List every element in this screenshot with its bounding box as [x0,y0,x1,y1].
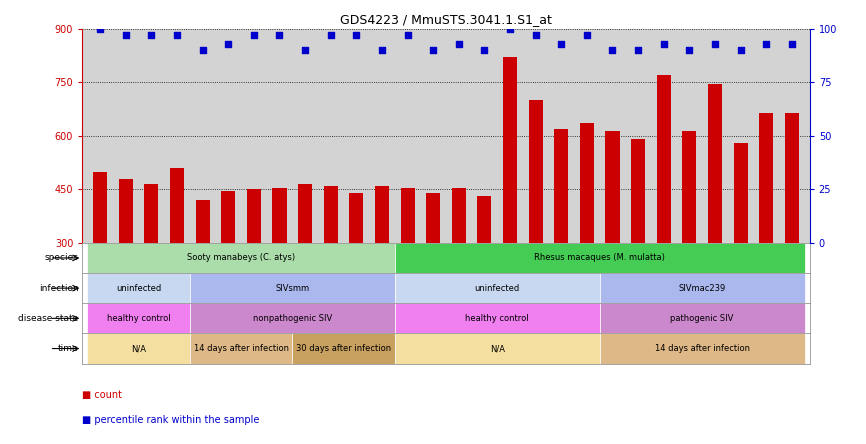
Point [785,40,798,48]
Bar [599,333,805,364]
Text: GDS4223 / MmuSTS.3041.1.S1_at: GDS4223 / MmuSTS.3041.1.S1_at [340,13,552,26]
Text: species: species [45,254,79,262]
Bar [119,178,132,243]
Bar [395,243,805,273]
Point [426,47,440,54]
Bar [170,168,184,243]
Bar [528,100,543,243]
Text: 30 days after infection: 30 days after infection [296,344,391,353]
Bar [273,187,287,243]
Text: disease state: disease state [18,314,79,323]
Text: SIVsmm: SIVsmm [275,284,309,293]
Text: ■ count: ■ count [82,390,122,400]
Bar [349,193,364,243]
Text: SIVmac239: SIVmac239 [678,284,726,293]
Bar [375,186,389,243]
Bar [395,273,599,303]
Point [170,32,184,39]
Point [682,47,696,54]
Text: Rhesus macaques (M. mulatta): Rhesus macaques (M. mulatta) [534,254,665,262]
Point [759,40,773,48]
Bar [395,303,599,333]
Bar [87,273,190,303]
Point [145,32,158,39]
Text: healthy control: healthy control [107,314,171,323]
Point [631,47,645,54]
Bar [785,113,798,243]
Bar [656,75,671,243]
Bar [708,84,722,243]
Bar [477,197,492,243]
Bar [94,171,107,243]
Point [503,25,517,32]
Bar [503,57,517,243]
Text: healthy control: healthy control [465,314,529,323]
Point [656,40,670,48]
Bar [554,129,568,243]
Bar [87,243,395,273]
Text: 14 days after infection: 14 days after infection [194,344,288,353]
Text: N/A: N/A [489,344,505,353]
Text: uninfected: uninfected [116,284,161,293]
Text: uninfected: uninfected [475,284,520,293]
Bar [190,303,395,333]
Point [196,47,210,54]
Bar [190,273,395,303]
Bar [631,139,645,243]
Bar [324,186,338,243]
Bar [395,333,599,364]
Point [119,32,132,39]
Point [94,25,107,32]
Bar [759,113,773,243]
Bar [426,193,440,243]
Point [452,40,466,48]
Text: 14 days after infection: 14 days after infection [655,344,750,353]
Text: infection: infection [39,284,79,293]
Bar [580,123,594,243]
Point [734,47,747,54]
Point [554,40,568,48]
Point [273,32,287,39]
Bar [221,191,236,243]
Point [324,32,338,39]
Bar [734,143,747,243]
Point [247,32,261,39]
Bar [196,200,210,243]
Bar [599,273,805,303]
Bar [682,131,696,243]
Point [222,40,236,48]
Point [529,32,543,39]
Point [349,32,363,39]
Text: Sooty manabeys (C. atys): Sooty manabeys (C. atys) [187,254,295,262]
Bar [87,333,190,364]
Text: pathogenic SIV: pathogenic SIV [670,314,734,323]
Point [580,32,594,39]
Bar [145,184,158,243]
Point [477,47,491,54]
Text: ■ percentile rank within the sample: ■ percentile rank within the sample [82,415,260,425]
Bar [605,131,619,243]
Bar [293,333,395,364]
Bar [87,303,190,333]
Text: N/A: N/A [131,344,146,353]
Bar [298,184,312,243]
Bar [400,187,415,243]
Point [605,47,619,54]
Point [401,32,415,39]
Text: time: time [58,344,79,353]
Text: nonpathogenic SIV: nonpathogenic SIV [253,314,332,323]
Point [298,47,312,54]
Bar [452,187,466,243]
Bar [247,190,261,243]
Bar [599,303,805,333]
Point [708,40,722,48]
Point [375,47,389,54]
Bar [190,333,293,364]
